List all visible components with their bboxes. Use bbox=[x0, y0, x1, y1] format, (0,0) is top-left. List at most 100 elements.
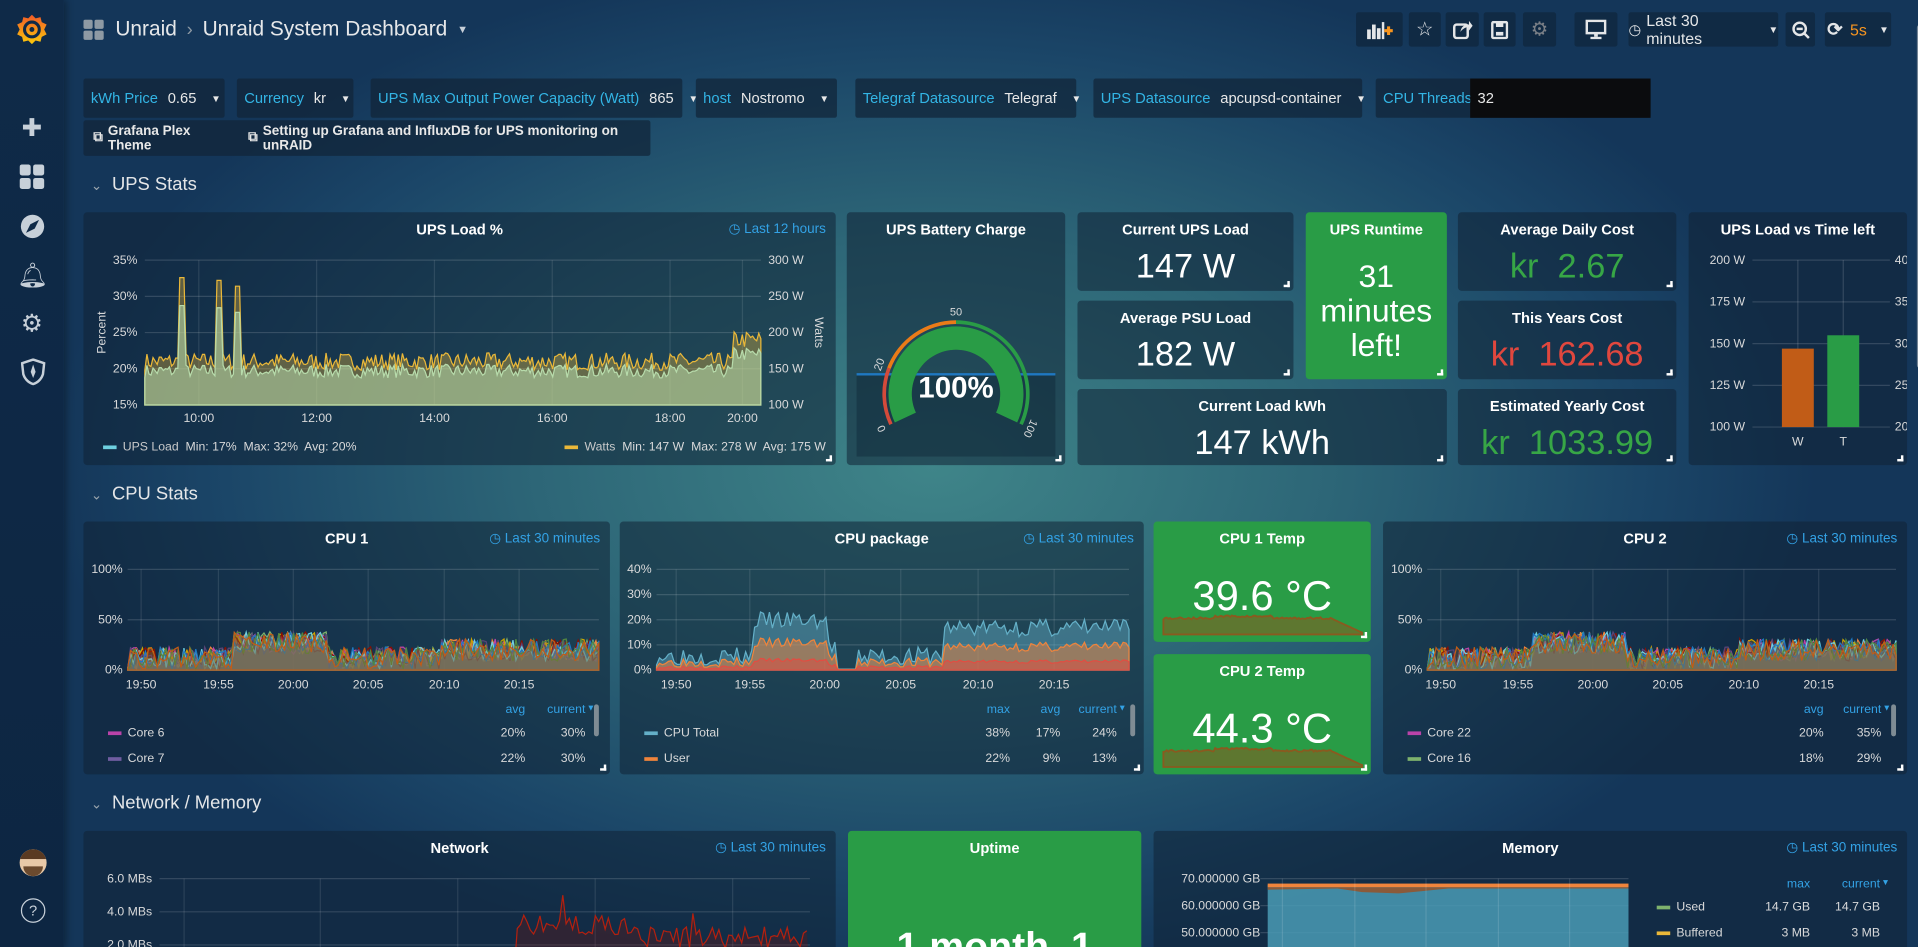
refresh-icon[interactable]: ⟳ bbox=[1827, 19, 1843, 41]
resize-handle[interactable] bbox=[1283, 281, 1290, 288]
legend-item[interactable]: Core 6 bbox=[107, 727, 164, 740]
add-panel-button[interactable] bbox=[1356, 12, 1403, 47]
panel-title[interactable]: UPS Runtime bbox=[1329, 220, 1423, 239]
chevron-down-icon[interactable]: ▼ bbox=[457, 23, 469, 36]
panel-uptime[interactable]: Uptime 1 month, 1 bbox=[847, 830, 1142, 947]
variable-ups-datasource[interactable]: UPS Datasource apcupsd-container ▼ bbox=[1093, 78, 1366, 118]
panel-cpu-package[interactable]: CPU package ◷ Last 30 minutes 40% 30% 20% 1… bbox=[619, 521, 1144, 775]
network-chart[interactable]: 6.0 MBs 4.0 MBs 2.0 MBs bbox=[83, 831, 835, 947]
legend-item[interactable]: CPU Total bbox=[644, 727, 719, 740]
panel-ups-load-vs-time[interactable]: UPS Load vs Time left 200 W 40 min 175 W 35… bbox=[1688, 212, 1908, 466]
variable-value[interactable]: kr bbox=[313, 89, 327, 107]
panel-current-load-kwh[interactable]: Current Load kWh 147 kWh bbox=[1077, 389, 1447, 466]
memory-chart[interactable]: 70.000000 GB 60.000000 GB 50.000000 GB bbox=[1154, 831, 1908, 947]
panel-title[interactable]: This Years Cost bbox=[1512, 309, 1623, 327]
link-setting-up-grafana[interactable]: Setting up Grafana and InfluxDB for UPS … bbox=[262, 123, 619, 153]
variable-value[interactable]: Nostromo bbox=[740, 89, 805, 107]
variable-value[interactable]: apcupsd-container bbox=[1220, 89, 1342, 107]
legend-item[interactable]: Core 22 bbox=[1407, 727, 1471, 740]
panel-ups-battery-charge[interactable]: UPS Battery Charge 0 20 50 100 100% bbox=[846, 212, 1066, 466]
settings-button[interactable]: ⚙ bbox=[1522, 12, 1557, 47]
refresh-interval[interactable]: 5s bbox=[1849, 20, 1867, 39]
resize-handle[interactable] bbox=[1437, 455, 1444, 462]
resize-handle[interactable] bbox=[1666, 455, 1673, 462]
panel-title[interactable]: CPU 2 bbox=[1623, 530, 1667, 548]
panel-cpu2[interactable]: CPU 2 ◷ Last 30 minutes 100% 50% 0% 19:50 19… bbox=[1383, 521, 1908, 775]
cpu-package-chart[interactable]: 40% 30% 20% 10% 0% 19:50 19:55 20:00 20:05 20:10 2… bbox=[620, 522, 1144, 775]
legend-header-avg[interactable]: avg bbox=[505, 703, 526, 717]
panel-title[interactable]: CPU 2 Temp bbox=[1219, 662, 1305, 680]
variable-host[interactable]: host Nostromo ▼ bbox=[695, 78, 837, 118]
legend-header-max[interactable]: max bbox=[1786, 877, 1811, 891]
dashboards-icon[interactable] bbox=[19, 164, 46, 190]
resize-handle[interactable] bbox=[1437, 369, 1444, 376]
page-scrollbar[interactable] bbox=[1916, 24, 1918, 369]
panel-average-psu-load[interactable]: Average PSU Load 182 W bbox=[1077, 300, 1294, 380]
legend-item[interactable]: Used bbox=[1656, 901, 1705, 914]
variable-telegraf-datasource[interactable]: Telegraf Datasource Telegraf ▼ bbox=[855, 78, 1081, 118]
resize-handle[interactable] bbox=[1133, 764, 1141, 771]
help-icon[interactable]: ? bbox=[20, 898, 46, 923]
resize-handle[interactable] bbox=[1897, 764, 1904, 771]
resize-handle[interactable] bbox=[1360, 764, 1368, 771]
panel-cpu1-temp[interactable]: CPU 1 Temp 39.6 °C bbox=[1153, 521, 1371, 642]
shield-icon[interactable] bbox=[20, 358, 46, 386]
resize-handle[interactable] bbox=[1666, 281, 1673, 288]
legend-item[interactable]: Core 7 bbox=[107, 752, 164, 766]
legend-item[interactable]: Watts Min: 147 W Max: 278 W Avg: 175 W bbox=[564, 441, 826, 454]
legend-header-current[interactable]: current bbox=[1841, 877, 1881, 891]
plus-icon[interactable]: ✚ bbox=[21, 115, 43, 143]
refresh-picker[interactable]: ⟳ 5s ▼ bbox=[1824, 12, 1892, 47]
panel-average-daily-cost[interactable]: Average Daily Cost kr 2.67 bbox=[1457, 212, 1677, 291]
variable-value[interactable]: Telegraf bbox=[1004, 89, 1057, 107]
panel-title[interactable]: Memory bbox=[1502, 839, 1559, 857]
resize-handle[interactable] bbox=[1283, 369, 1290, 376]
panel-title[interactable]: UPS Load % bbox=[416, 220, 503, 239]
variable-value[interactable]: 0.65 bbox=[167, 89, 197, 107]
row-network-memory[interactable]: ⌄ Network / Memory bbox=[91, 793, 261, 814]
panel-ups-runtime[interactable]: UPS Runtime 31 minutes left! bbox=[1305, 212, 1447, 380]
zoom-out-button[interactable] bbox=[1785, 12, 1816, 47]
cpu-threads-input[interactable] bbox=[1470, 78, 1651, 118]
gear-icon[interactable]: ⚙ bbox=[20, 310, 43, 338]
panel-title[interactable]: CPU 1 Temp bbox=[1219, 530, 1305, 548]
panel-title[interactable]: CPU package bbox=[834, 530, 929, 548]
panel-title[interactable]: UPS Load vs Time left bbox=[1720, 220, 1876, 239]
legend-item[interactable]: Core 16 bbox=[1407, 752, 1471, 766]
legend-header-avg[interactable]: avg bbox=[1040, 703, 1061, 717]
panel-title[interactable]: Network bbox=[430, 839, 489, 857]
panel-title[interactable]: Average PSU Load bbox=[1119, 309, 1252, 327]
panel-current-ups-load[interactable]: Current UPS Load 147 W bbox=[1077, 212, 1294, 291]
bell-icon[interactable]: 🔔︎ bbox=[17, 262, 49, 290]
panel-title[interactable]: Current UPS Load bbox=[1122, 220, 1249, 239]
row-ups-stats[interactable]: ⌄ UPS Stats bbox=[91, 174, 197, 195]
variable-currency[interactable]: Currency kr ▼ bbox=[236, 78, 354, 118]
row-cpu-stats[interactable]: ⌄ CPU Stats bbox=[91, 484, 198, 505]
legend-header-avg[interactable]: avg bbox=[1803, 703, 1824, 717]
variable-ups-max-output[interactable]: UPS Max Output Power Capacity (Watt) 865 ▼ bbox=[370, 78, 698, 118]
resize-handle[interactable] bbox=[600, 764, 607, 771]
legend-header-max[interactable]: max bbox=[986, 703, 1010, 717]
share-button[interactable] bbox=[1445, 12, 1479, 47]
panel-title[interactable]: UPS Battery Charge bbox=[886, 220, 1026, 239]
legend-header-current[interactable]: current bbox=[547, 703, 586, 717]
cpu1-chart[interactable]: 100% 50% 0%19:50 19:55 20:00 20:05 20:10 20:15 bbox=[83, 522, 609, 775]
panel-title[interactable]: Estimated Yearly Cost bbox=[1489, 397, 1645, 415]
resize-handle[interactable] bbox=[1897, 455, 1904, 462]
variable-kwh-price[interactable]: kWh Price 0.65 ▼ bbox=[83, 78, 225, 118]
resize-handle[interactable] bbox=[1055, 455, 1062, 462]
save-button[interactable] bbox=[1483, 12, 1516, 47]
time-range-picker[interactable]: ◷ Last 30 minutes ▼ bbox=[1628, 11, 1779, 48]
legend-item[interactable]: UPS Load Min: 17% Max: 32% Avg: 20% bbox=[103, 441, 357, 454]
ups-load-chart[interactable]: 35% 30% 25% 20% 15% 300 W 250 W 200 W 150 W 100 W… bbox=[83, 212, 835, 465]
tv-mode-button[interactable] bbox=[1574, 12, 1618, 47]
panel-title[interactable]: Current Load kWh bbox=[1198, 397, 1326, 415]
legend-header-current[interactable]: current bbox=[1078, 703, 1117, 717]
star-button[interactable]: ☆ bbox=[1408, 12, 1441, 47]
legend-scrollbar[interactable] bbox=[593, 704, 599, 737]
panel-estimated-yearly-cost[interactable]: Estimated Yearly Cost kr 1033.99 bbox=[1457, 389, 1677, 466]
panel-cpu1[interactable]: CPU 1 ◷ Last 30 minutes 100% 50% 0% 19:50 19… bbox=[83, 521, 610, 775]
resize-handle[interactable] bbox=[825, 455, 833, 462]
panel-this-years-cost[interactable]: This Years Cost kr 162.68 bbox=[1457, 300, 1677, 380]
breadcrumb-folder[interactable]: Unraid bbox=[115, 17, 177, 41]
